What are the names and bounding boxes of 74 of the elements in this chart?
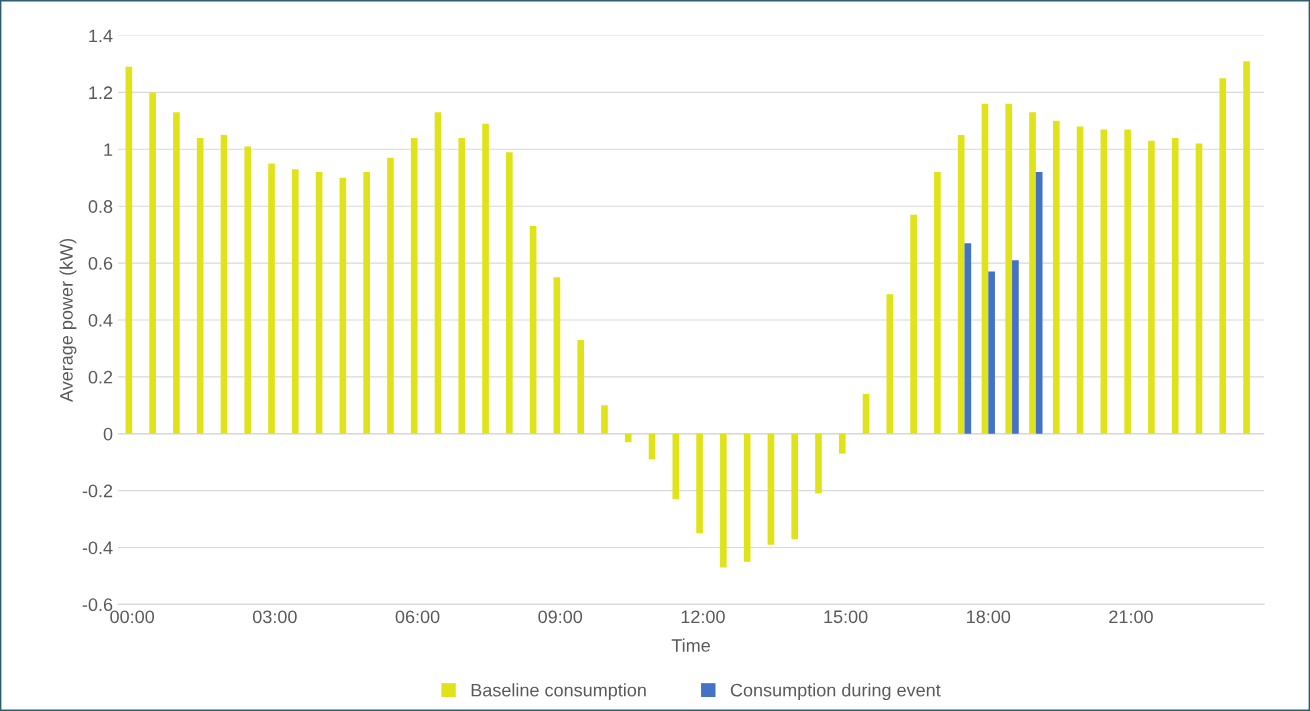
bar — [957, 135, 965, 434]
legend-label: Consumption during event — [730, 683, 941, 701]
y-tick-label: 1.2 — [89, 86, 113, 99]
bar — [458, 137, 466, 434]
y-tick-label: -0.4 — [82, 541, 113, 555]
bar — [1148, 140, 1155, 434]
bar — [1012, 260, 1019, 434]
bar — [1195, 143, 1203, 434]
bar — [387, 157, 394, 434]
bar — [838, 433, 846, 454]
bar — [815, 433, 822, 494]
bar — [315, 172, 323, 434]
bar — [410, 137, 418, 434]
x-tick-label: 09:00 — [538, 610, 583, 624]
bar — [434, 112, 442, 434]
y-axis-title: Average power (kW) — [59, 238, 77, 403]
bar — [125, 66, 133, 434]
bar — [1029, 112, 1036, 434]
bar — [268, 163, 275, 434]
bar — [529, 226, 537, 434]
bar — [149, 92, 156, 434]
bar — [1005, 103, 1013, 434]
bar — [506, 152, 513, 434]
bar — [767, 433, 775, 545]
x-tick-label: 06:00 — [395, 610, 440, 624]
bar — [1124, 129, 1131, 434]
y-tick-label: 1.4 — [89, 29, 113, 43]
x-tick-label: 15:00 — [824, 610, 868, 624]
y-tick-label: -0.2 — [82, 484, 113, 498]
bar — [743, 433, 751, 562]
bar — [720, 433, 727, 568]
y-tick-label: 0.6 — [88, 257, 113, 270]
bar — [1076, 126, 1084, 434]
bar — [1243, 61, 1250, 434]
y-tick-label: 0 — [103, 427, 113, 441]
x-tick-label: 21:00 — [1109, 610, 1153, 624]
x-tick-label: 12:00 — [681, 610, 725, 624]
bar — [988, 271, 995, 434]
y-tick-label: 0.4 — [88, 313, 113, 327]
bar — [791, 433, 799, 539]
y-tick-label: 0.2 — [88, 370, 113, 384]
bar — [1100, 129, 1108, 434]
bar — [196, 137, 204, 434]
bar — [934, 172, 941, 434]
bar — [601, 405, 608, 434]
bar — [339, 177, 347, 434]
bar — [964, 243, 972, 434]
bar — [910, 214, 917, 434]
x-tick-label: 03:00 — [252, 610, 297, 624]
bar — [244, 146, 252, 434]
bar — [1052, 120, 1060, 434]
x-tick-label: 18:00 — [967, 610, 1011, 624]
bar — [363, 172, 370, 434]
x-axis-title: Time — [671, 638, 710, 652]
y-tick-label: 1 — [104, 143, 113, 156]
bar — [577, 339, 585, 434]
y-tick-label: 0.8 — [88, 200, 113, 213]
bar — [886, 294, 894, 434]
y-tick-label: -0.6 — [82, 598, 113, 612]
legend-label: Baseline consumption — [471, 683, 646, 701]
bar — [672, 433, 680, 500]
bar — [862, 393, 870, 434]
bar — [291, 169, 299, 434]
bar — [624, 433, 632, 443]
bar — [696, 433, 703, 534]
bar — [553, 277, 561, 434]
bar — [1171, 137, 1179, 434]
bar — [173, 112, 180, 434]
bar — [1035, 172, 1043, 434]
x-tick-label: 00:00 — [110, 610, 155, 624]
bar — [482, 123, 489, 434]
bar — [981, 103, 989, 434]
bar — [220, 135, 228, 434]
bar — [1219, 78, 1227, 434]
